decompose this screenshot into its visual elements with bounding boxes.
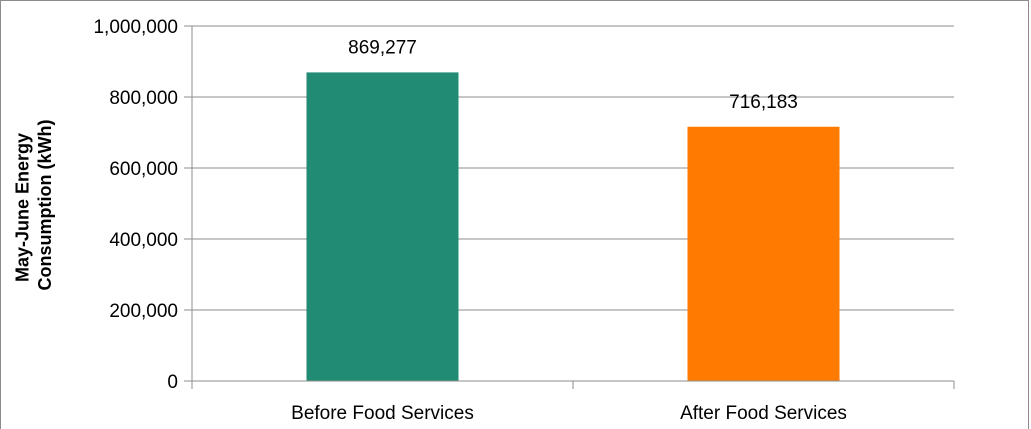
- data-label: 716,183: [729, 92, 798, 113]
- y-tick-label: 1,000,000: [93, 17, 178, 38]
- bars: [306, 72, 840, 381]
- y-tick-label: 400,000: [109, 230, 178, 251]
- y-tick-labels: 0 200,000 400,000 600,000 800,000 1,000,000: [93, 17, 178, 393]
- x-tick-labels: Before Food Services After Food Services: [291, 403, 847, 424]
- y-tick-label: 200,000: [109, 301, 178, 322]
- x-tick-label: After Food Services: [680, 403, 847, 424]
- axes: [184, 25, 955, 389]
- y-tick-label: 800,000: [109, 88, 178, 109]
- bar-before-food-services: [306, 72, 459, 381]
- x-tick-label: Before Food Services: [291, 403, 474, 424]
- data-labels: 869,277 716,183: [348, 37, 798, 112]
- bar-after-food-services: [687, 126, 840, 381]
- data-label: 869,277: [348, 37, 417, 58]
- y-tick-label: 600,000: [109, 159, 178, 180]
- gridlines: [192, 25, 954, 311]
- y-tick-label: 0: [167, 372, 178, 393]
- y-axis-title: May-June Energy Consumption (kWh): [13, 120, 56, 291]
